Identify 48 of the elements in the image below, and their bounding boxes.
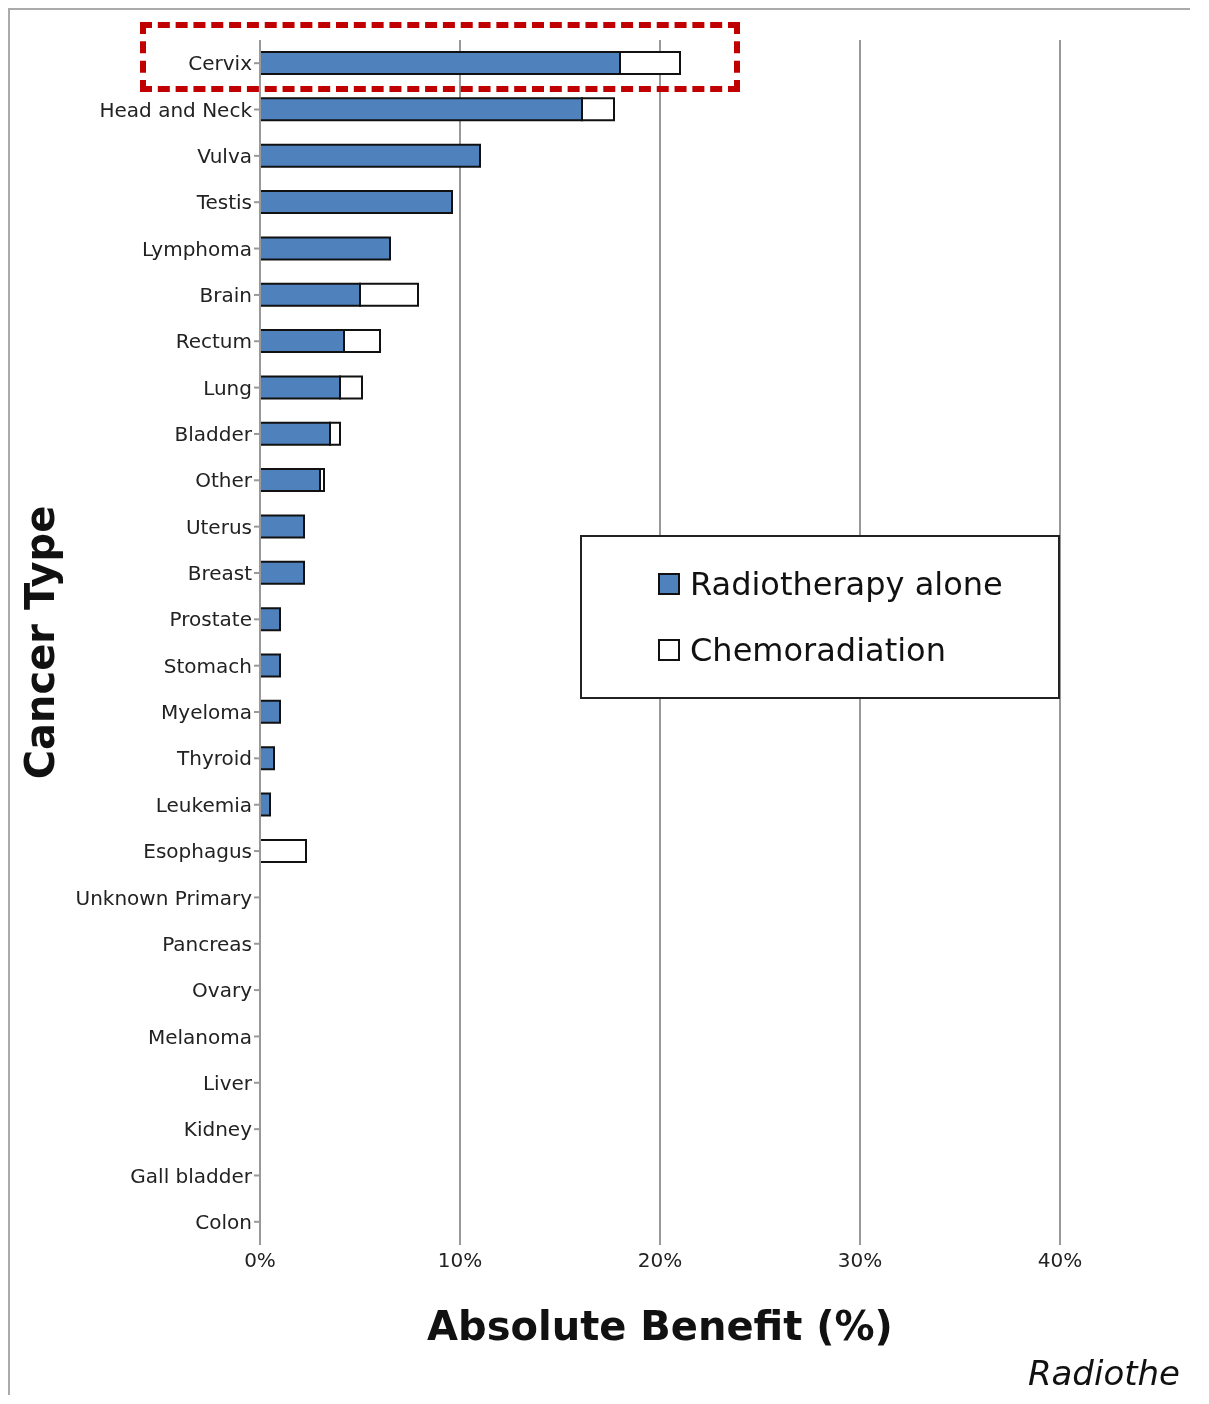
bar: [260, 653, 281, 678]
x-tick-label: 30%: [837, 1248, 883, 1273]
y-tick-label: Gall bladder: [130, 1163, 253, 1188]
bar: [260, 746, 275, 771]
y-axis-title: Cancer Type: [17, 505, 64, 780]
y-tick-label: Kidney: [183, 1117, 253, 1142]
y-tick-label: Brain: [199, 283, 252, 307]
x-axis-title: Absolute Benefit (%): [427, 1303, 893, 1349]
y-tick-label: Vulva: [197, 143, 252, 168]
bar: [260, 143, 481, 168]
legend-label: Radiotherapy alone: [690, 564, 1003, 605]
y-tick-label: Lymphoma: [142, 236, 252, 261]
y-tick-label: Colon: [195, 1209, 252, 1234]
bar: [260, 560, 305, 585]
y-tick-label: Breast: [187, 561, 253, 586]
y-tick-label: Testis: [195, 190, 252, 215]
y-tick-label: Cervix: [188, 51, 253, 76]
x-tick-label: 10%: [437, 1248, 483, 1273]
y-tick-label: Head and Neck: [99, 97, 253, 122]
x-tick-label: 20%: [637, 1248, 683, 1273]
bar: [260, 607, 281, 632]
y-tick-label: Pancreas: [162, 931, 252, 956]
y-tick-label: Myeloma: [161, 700, 252, 725]
bar: [260, 236, 391, 261]
bar: [260, 514, 305, 539]
y-tick-label: Unknown Primary: [75, 885, 253, 910]
x-tick-label: 40%: [1037, 1248, 1083, 1273]
y-tick-label: Leukemia: [155, 792, 252, 817]
x-tick-label: 0%: [244, 1248, 276, 1273]
legend-label: Chemoradiation: [690, 630, 946, 671]
y-tick-label: Thyroid: [176, 746, 252, 771]
y-tick-label: Lung: [203, 375, 252, 400]
bar: [260, 468, 321, 493]
y-tick-label: Esophagus: [143, 839, 252, 864]
text: Radiothe: [1027, 1353, 1180, 1393]
bar: [260, 792, 271, 817]
y-tick-label: Prostate: [169, 607, 252, 632]
bar: [260, 190, 453, 215]
y-tick-label: Stomach: [163, 653, 252, 678]
y-tick-label: Uterus: [185, 514, 252, 539]
y-tick-label: Liver: [202, 1070, 253, 1095]
bar: [260, 838, 307, 863]
y-tick-label: Melanoma: [147, 1024, 252, 1049]
y-tick-label: Ovary: [192, 978, 253, 1003]
y-tick-label: Rectum: [175, 329, 252, 354]
y-tick-label: Bladder: [174, 422, 253, 447]
bar: [260, 699, 281, 724]
y-tick-label: Other: [195, 468, 253, 493]
